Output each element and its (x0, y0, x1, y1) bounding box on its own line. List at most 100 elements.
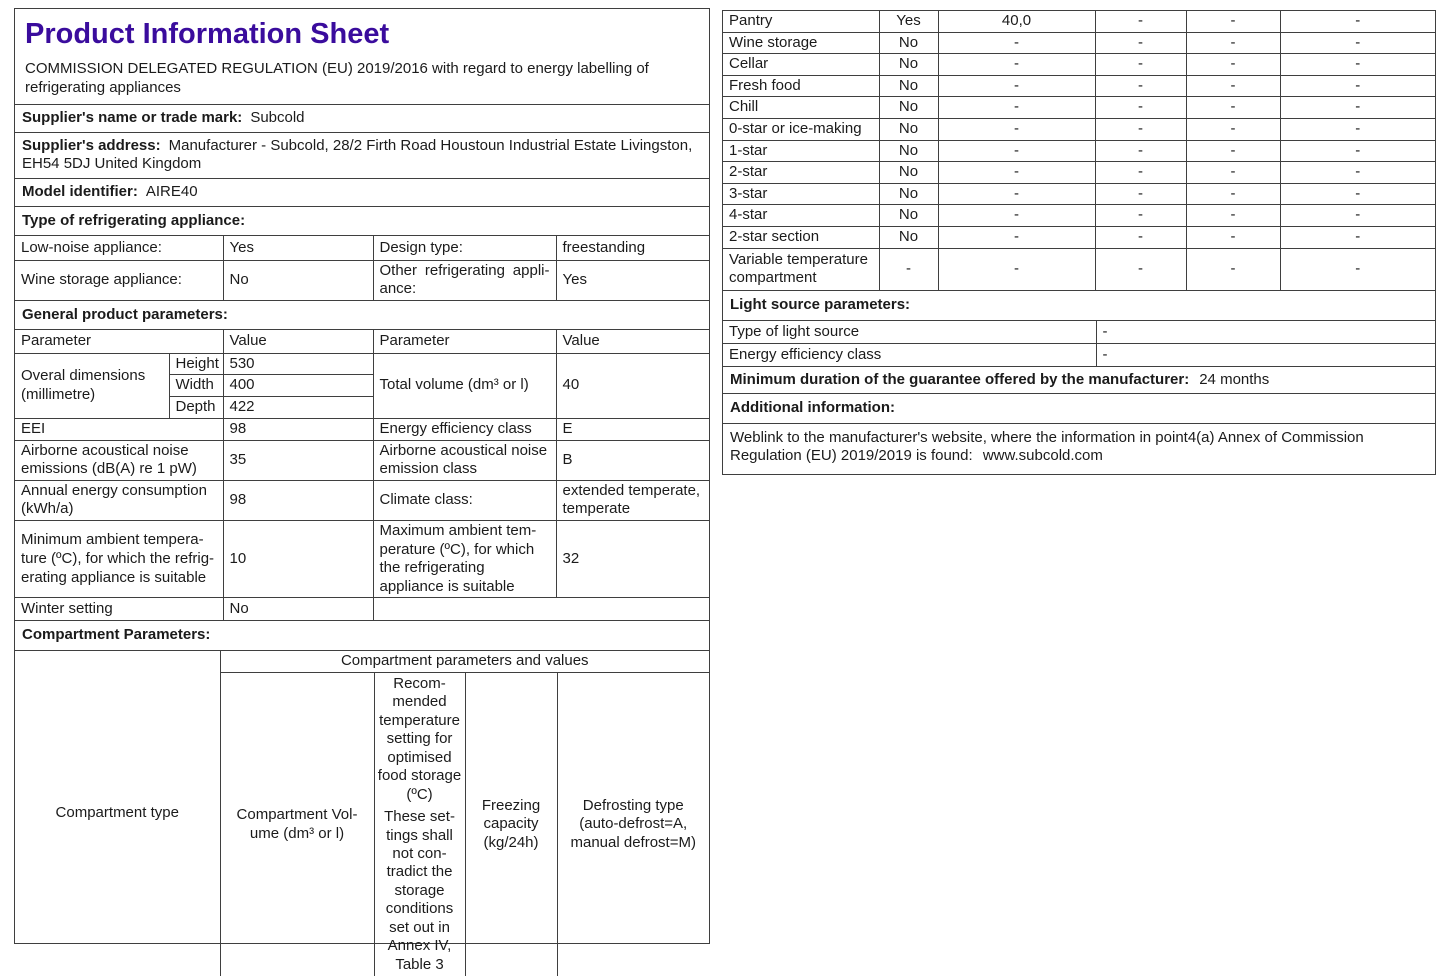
compartment-volume-cell: - (937, 31, 1096, 55)
table-row: Overal dimensions (millimetre) Height 53… (14, 352, 710, 419)
compartment-volume-cell: - (937, 161, 1096, 184)
wine-storage-value: No (222, 259, 374, 301)
compartment-type-cell: Cellar (722, 53, 880, 76)
max-ambient-label: Maximum ambient tem­perature (ºC), for w… (372, 520, 557, 599)
max-ambient-value: 32 (555, 520, 710, 599)
weblink-url: www.subcold.com (982, 447, 1103, 465)
compartment-present-cell: No (878, 96, 939, 119)
supplier-address-value: Manufacturer - Subcold, 28/2 Firth Road … (22, 136, 693, 173)
supplier-address-label: Supplier's address: (22, 136, 161, 154)
weblink-label: Weblink to the manufacturer's website, w… (730, 428, 1364, 465)
compartment-type-cell: 3-star (722, 182, 880, 206)
total-volume-label: Total volume (dm³ or l) (372, 352, 557, 419)
compartment-values-table-wrap: Pantry Yes 40,0 - - - Wine storage No - … (722, 10, 1436, 292)
wine-storage-label: Wine storage appliance: (14, 259, 224, 301)
compartment-freezing-cell: - (1185, 247, 1281, 291)
compartment-type-cell: 1-star (722, 139, 880, 163)
compartment-volume-cell: - (937, 225, 1096, 249)
page-title: Product Information Sheet (25, 18, 390, 50)
compartment-type-cell: Pantry (722, 10, 880, 33)
compartment-temperature-cell: - (1094, 247, 1187, 291)
table-row: Energy efficiency class - (722, 343, 1436, 367)
compartment-freezing-cell: - (1185, 225, 1281, 249)
regulation-subtitle: COMMISSION DELEGATED REGULATION (EU) 201… (25, 59, 649, 96)
compartment-freezing-cell: - (1185, 139, 1281, 163)
compartment-defrosting-cell: - (1279, 31, 1436, 55)
compartment-values-table: Pantry Yes 40,0 - - - Wine storage No - … (722, 10, 1436, 291)
compartment-type-cell: 4-star (722, 204, 880, 227)
low-noise-label: Low-noise appliance: (14, 235, 224, 261)
compartment-present-cell: No (878, 182, 939, 206)
table-row: Variable temperature compartment - - - -… (722, 247, 1436, 291)
compartment-defrosting-cell: - (1279, 74, 1436, 98)
compartment-type-cell: Fresh food (722, 74, 880, 98)
other-refrigerating-value: Yes (555, 259, 710, 301)
compartment-temperature-cell: - (1094, 74, 1187, 98)
supplier-address-row: Supplier's address: Manufacturer - Subcol… (15, 133, 709, 179)
light-source-type-label: Type of light source (722, 320, 1097, 345)
compartment-freezing-cell: - (1185, 10, 1281, 33)
compartment-defrosting-cell: - (1279, 53, 1436, 76)
model-identifier-label: Model identifier: (22, 182, 138, 200)
page-2-continuation: Pantry Yes 40,0 - - - Wine storage No - … (722, 10, 1436, 475)
compartment-volume-cell: - (937, 74, 1096, 98)
compartment-present-cell: - (878, 247, 939, 291)
dimension-depth-value: 422 (222, 396, 374, 419)
appliance-type-table-wrap: Low-noise appliance: Yes Design type: fr… (14, 235, 710, 301)
table-row: Annual energy consumption (kWh/a) 98 Cli… (14, 479, 710, 522)
light-energy-class-label: Energy efficiency class (722, 343, 1097, 367)
min-ambient-value: 10 (222, 520, 374, 599)
col-header-value: Value (555, 329, 710, 354)
compartment-section-title: Compartment Parameters: (15, 621, 709, 651)
compartment-type-cell: 2-star section (722, 225, 880, 249)
compartment-present-cell: No (878, 161, 939, 184)
annual-energy-value: 98 (222, 479, 374, 522)
general-section-title: General product parameters: (15, 301, 709, 331)
compartment-defrosting-cell: - (1279, 182, 1436, 206)
compartment-temperature-cell: - (1094, 225, 1187, 249)
eei-value: 98 (222, 417, 374, 441)
table-row: Wine storage No - - - - (722, 31, 1436, 55)
compartment-freezing-cell: - (1185, 204, 1281, 227)
compartment-present-cell: No (878, 225, 939, 249)
low-noise-value: Yes (222, 235, 374, 261)
total-volume-value: 40 (555, 352, 710, 419)
compartment-present-cell: No (878, 31, 939, 55)
compartment-defrosting-cell: - (1279, 225, 1436, 249)
compartment-volume-cell: - (937, 117, 1096, 141)
document-header: Product Information Sheet COMMISSION DEL… (15, 9, 709, 106)
design-type-value: freestanding (555, 235, 710, 261)
light-source-table-wrap: Type of light source - Energy efficiency… (722, 320, 1436, 367)
compartment-present-cell: No (878, 139, 939, 163)
compartment-temperature-cell: - (1094, 10, 1187, 33)
other-refrigerating-label: Other refrigerating appli­ance: (372, 259, 557, 301)
light-source-table: Type of light source - Energy efficiency… (722, 320, 1436, 367)
climate-class-label: Climate class: (372, 479, 557, 522)
table-row: Airborne acoustical noise emissions (dB(… (14, 439, 710, 481)
compartment-freezing-cell: - (1185, 182, 1281, 206)
compartment-freezing-cell: - (1185, 161, 1281, 184)
guarantee-value: 24 months (1199, 370, 1270, 388)
winter-setting-label: Winter setting (14, 597, 224, 621)
table-row: Fresh food No - - - - (722, 74, 1436, 98)
compartment-volume-cell: 40,0 (937, 10, 1096, 33)
dimension-width-label: Width (168, 374, 224, 398)
compartment-type-header: Compartment type (14, 650, 221, 976)
compartment-volume-cell: - (937, 53, 1096, 76)
compartment-temperature-cell: - (1094, 96, 1187, 119)
compartment-freezing-cell: - (1185, 31, 1281, 55)
compartment-volume-cell: - (937, 96, 1096, 119)
compartment-defrosting-cell: - (1279, 247, 1436, 291)
compartment-temperature-cell: - (1094, 53, 1187, 76)
winter-setting-value: No (222, 597, 374, 621)
general-parameters-table-wrap: Parameter Value Parameter Value Overal d… (14, 329, 710, 621)
type-section-title: Type of refrigerating appliance: (15, 207, 709, 237)
recommended-temperature-header: Recom­mended tempera­ture setting for op… (373, 672, 466, 976)
table-row: 2-star section No - - - - (722, 225, 1436, 249)
table-row: 1-star No - - - - (722, 139, 1436, 163)
annual-energy-label: Annual energy consumption (kWh/a) (14, 479, 224, 522)
compartment-type-cell: Variable temperature compartment (722, 247, 880, 291)
compartment-freezing-cell: - (1185, 96, 1281, 119)
col-header-parameter: Parameter (372, 329, 557, 354)
compartment-present-cell: No (878, 74, 939, 98)
